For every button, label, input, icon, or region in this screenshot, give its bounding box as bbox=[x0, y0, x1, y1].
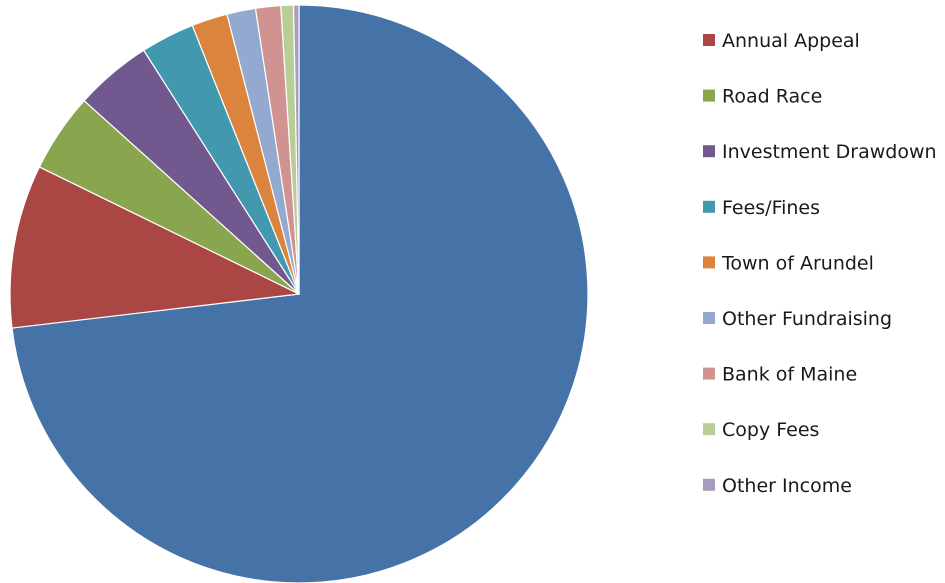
legend-label-fees-fines: Fees/Fines bbox=[722, 197, 820, 219]
legend-label-town-of-arundel: Town of Arundel bbox=[721, 252, 874, 274]
legend-swatch-fees-fines bbox=[703, 200, 715, 213]
legend-label-investment-drawdown: Investment Drawdown bbox=[722, 141, 937, 163]
legend-item-town-of-arundel: Town of Arundel bbox=[703, 252, 874, 274]
legend-label-copy-fees: Copy Fees bbox=[722, 419, 819, 441]
legend-label-road-race: Road Race bbox=[722, 86, 822, 108]
legend-swatch-other-fundraising bbox=[703, 312, 715, 324]
legend-item-investment-drawdown: Investment Drawdown bbox=[703, 141, 937, 163]
pie-slice-unlabeled bbox=[11, 4, 589, 583]
legend-swatch-annual-appeal bbox=[703, 34, 715, 46]
legend: Annual Appeal Road Race Investment Drawdow… bbox=[703, 30, 937, 497]
legend-label-annual-appeal: Annual Appeal bbox=[722, 30, 860, 52]
legend-swatch-investment-drawdown bbox=[703, 145, 715, 158]
legend-item-road-race: Road Race bbox=[703, 86, 822, 108]
pie-slices bbox=[9, 4, 589, 583]
legend-swatch-town-of-arundel bbox=[703, 256, 715, 269]
legend-swatch-copy-fees bbox=[703, 423, 715, 436]
legend-item-other-fundraising: Other Fundraising bbox=[703, 308, 892, 330]
legend-swatch-bank-of-maine bbox=[703, 367, 715, 380]
legend-item-bank-of-maine: Bank of Maine bbox=[703, 364, 857, 386]
legend-item-copy-fees: Copy Fees bbox=[703, 419, 819, 441]
legend-label-bank-of-maine: Bank of Maine bbox=[722, 364, 857, 386]
legend-swatch-road-race bbox=[703, 89, 715, 102]
legend-swatch-other-income bbox=[703, 478, 715, 491]
pie-slice-other-income bbox=[292, 4, 300, 295]
pie-slice-annual-appeal bbox=[9, 166, 300, 329]
legend-label-other-income: Other Income bbox=[722, 475, 852, 497]
legend-label-other-fundraising: Other Fundraising bbox=[722, 308, 892, 330]
legend-item-other-income: Other Income bbox=[703, 475, 852, 497]
legend-item-fees-fines: Fees/Fines bbox=[703, 197, 820, 219]
legend-item-annual-appeal: Annual Appeal bbox=[703, 30, 860, 52]
